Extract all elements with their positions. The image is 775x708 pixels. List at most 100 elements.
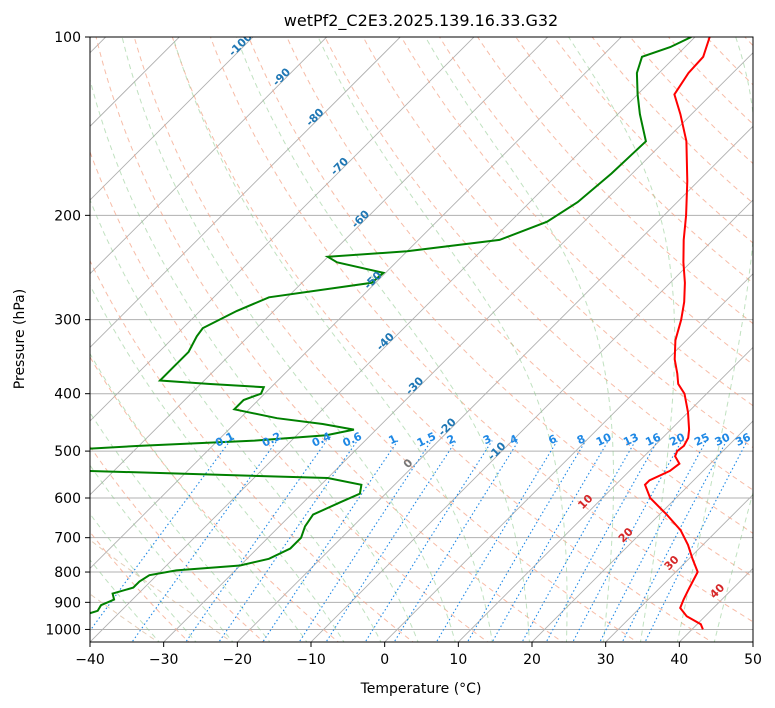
y-tick-label: 100 [54,30,81,46]
x-tick-label: −10 [296,652,326,668]
mixing-ratio-label: 0.2 [260,430,283,450]
y-tick-label: 300 [54,313,81,329]
isotherm-line [90,37,696,642]
moist-adiabat [90,352,308,642]
line-labels: 0.1 0.2 0.4 0.6 1 1.5 2 3 4 6 8 10 13 16 20 25 30 36-100-… [213,30,753,601]
temperature-line [643,37,711,630]
wet-bulb-label: 20 [616,525,636,545]
x-axis: −40 −30 −20 −10 0 10 20 30 40 50 [75,642,762,668]
isotherm-label: -90 [270,65,293,88]
moist-adiabat [424,37,614,642]
mixing-ratio-label: 36 [733,430,753,448]
mixing-ratio-label: 1 [387,432,399,447]
dry-adiabat [133,37,638,642]
mixing-ratio-line [644,440,748,642]
moist-adiabat [90,411,271,642]
isotherm-line [90,37,549,496]
moist-adiabat [90,198,382,642]
mixing-ratio-label: 6 [546,432,559,447]
moist-adiabat [713,490,753,642]
mixing-ratio-label: 1.5 [415,430,438,450]
mixing-ratio-label: 16 [643,430,663,448]
isotherm-label: -70 [328,155,351,178]
mixing-ratio-label: 3 [481,432,493,447]
isotherm-line [678,567,753,642]
mixing-ratio-line [185,440,328,642]
moist-adiabat [317,37,568,642]
moist-adiabat [121,37,456,642]
x-tick-label: 40 [670,652,688,668]
dewpoint-line [90,37,692,615]
isotherm-label: -40 [374,330,397,353]
isotherm-line [163,52,753,642]
dry-adiabat [438,37,753,366]
isotherm-line [90,37,180,127]
mixing-ratio-label: 10 [594,430,614,448]
isotherm-line [531,420,753,642]
dry-adiabat [400,37,753,407]
isotherm-line [90,37,328,275]
wet-bulb-label: 0 [401,456,416,471]
mixing-ratio-line [262,440,399,642]
dry-adiabat [744,37,753,47]
dry-adiabat [90,531,190,642]
dry-adiabat [629,37,753,165]
mixing-ratio-line [572,440,683,642]
series-group [90,37,711,630]
y-tick-label: 800 [54,565,81,581]
wet-bulb-label: 40 [707,581,727,601]
isotherm-line [457,346,753,642]
moist-adiabat [236,37,530,642]
x-tick-label: −20 [223,652,253,668]
mixing-ratio-line [491,440,609,642]
moist-adiabat [568,37,676,642]
isotherm-line [605,494,753,642]
moist-adiabat [90,513,197,642]
wet-bulb-curve [90,539,233,642]
chart-title: wetPf2_C2E3.2025.139.16.33.G32 [284,11,558,31]
isotherm-label: -80 [303,106,326,129]
mixing-ratio-label: 0.1 [213,430,236,450]
y-tick-label: 1000 [45,622,81,638]
y-tick-label: 500 [54,444,81,460]
moist-adiabat [172,37,493,642]
dry-adiabat [90,356,340,642]
dry-adiabat [209,37,753,623]
isotherm-line [236,125,753,642]
x-tick-label: 30 [597,652,615,668]
dry-adiabat [770,24,775,645]
mixing-ratio-line [621,440,728,642]
mixing-ratio-line [599,440,707,642]
mixing-ratio-label: 30 [713,430,733,448]
dry-adiabat [90,150,489,642]
y-tick-label: 200 [54,208,81,224]
mixing-ratio-line [545,440,659,642]
x-tick-label: −40 [75,652,105,668]
mixing-ratio-label: 0.6 [341,430,364,450]
mixing-ratio-label: 25 [692,431,711,449]
mixing-ratio-line [521,440,637,642]
x-tick-label: −30 [149,652,179,668]
mixing-ratio-line [325,440,457,642]
isotherm-line [90,37,475,422]
isotherm-line [90,37,622,570]
isotherm-line [90,37,401,348]
mixing-ratio-label: 8 [575,432,587,447]
dry-adiabat [705,37,753,86]
x-tick-label: 10 [449,652,467,668]
wet-bulb-label: 30 [662,553,682,573]
mixing-ratio-line [298,440,432,642]
moist-adiabat [90,464,234,642]
dry-adiabat [362,37,753,449]
x-tick-label: 50 [744,652,762,668]
x-axis-label: Temperature (°C) [360,681,482,697]
isotherm-label: -100 [226,30,255,59]
y-axis: 100 200 300 400 500 600 700 800 900 1000 [45,30,90,638]
x-tick-label: 20 [523,652,541,668]
mixing-ratio-line [466,440,587,642]
dry-adiabat [477,37,753,325]
dry-adiabat [90,259,414,642]
mixing-ratio-label: 20 [668,430,688,448]
dry-adiabat [591,37,753,204]
